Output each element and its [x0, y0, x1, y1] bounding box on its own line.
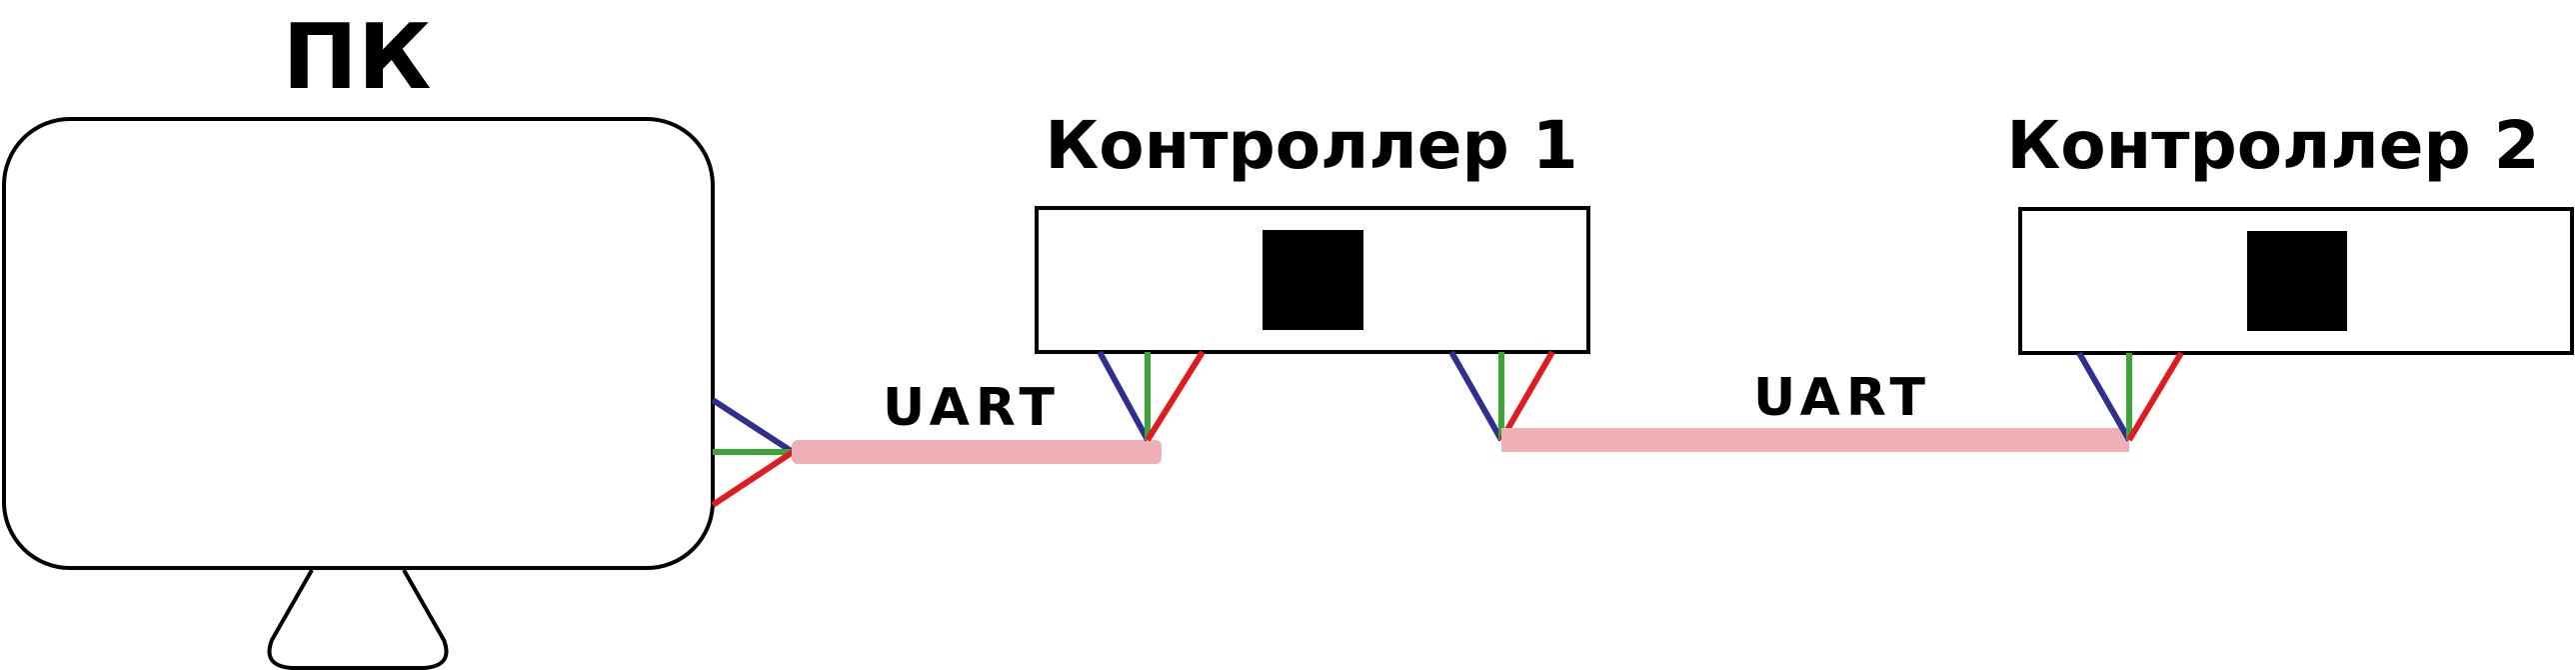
controller-1-left-wire-blue: [1097, 350, 1151, 442]
pc-monitor: ПК: [2, 5, 715, 670]
uart-bus-1: [792, 440, 1162, 464]
pc-screen: [2, 117, 715, 570]
controller-1-label: Контроллер 1: [1045, 107, 1577, 184]
uart-link-2: UART: [1501, 368, 2129, 452]
controller-1-left-wire-red: [1145, 350, 1206, 442]
controller-1-chip: [1263, 230, 1363, 330]
controller-2-wire-red: [2126, 351, 2184, 442]
controller-1-right-wire-blue: [1448, 350, 1504, 442]
pc-label: ПК: [283, 5, 432, 110]
pc-wire-red: [711, 449, 795, 508]
controller-2: Контроллер 2: [2006, 107, 2574, 442]
uart-link-1: UART: [711, 378, 1162, 508]
controller-2-label: Контроллер 2: [2006, 107, 2539, 184]
uart-bus-2: [1501, 428, 2129, 452]
controller-2-chip: [2247, 231, 2347, 331]
pc-stand: [267, 569, 449, 670]
uart-label-1: UART: [883, 378, 1061, 438]
controller-2-wire-blue: [2076, 351, 2132, 442]
uart-label-2: UART: [1753, 368, 1931, 428]
pc-wire-blue: [711, 397, 795, 455]
controller-1-right-wire-red: [1498, 350, 1555, 442]
controller-1: Контроллер 1: [1035, 107, 1590, 442]
